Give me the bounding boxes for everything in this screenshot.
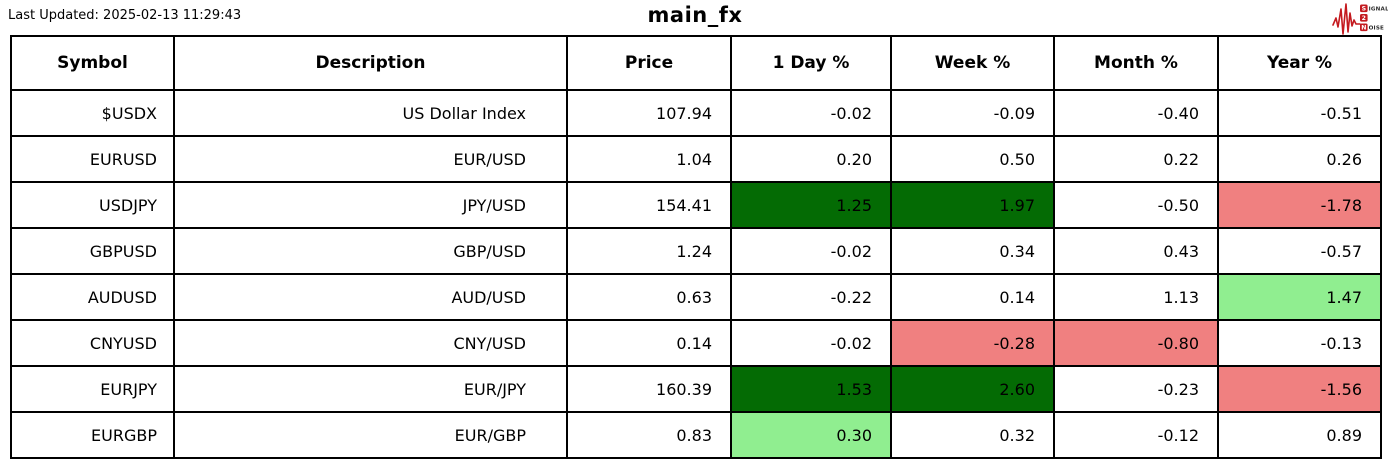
cell-1day-pct: -0.02 bbox=[730, 89, 892, 137]
cell-price: 0.14 bbox=[566, 319, 732, 367]
column-header-description: Description bbox=[173, 35, 568, 91]
cell-month-pct: 1.13 bbox=[1053, 273, 1219, 321]
column-header-1day: 1 Day % bbox=[730, 35, 892, 91]
signal2noise-logo: S IGNAL 2 N OISE bbox=[1332, 1, 1388, 38]
cell-symbol: USDJPY bbox=[10, 181, 175, 229]
cell-week-pct: -0.09 bbox=[890, 89, 1055, 137]
cell-year-pct: -0.57 bbox=[1217, 227, 1382, 275]
column-header-price: Price bbox=[566, 35, 732, 91]
logo-word-noise: N OISE bbox=[1360, 23, 1385, 32]
logo-rest-ignal: IGNAL bbox=[1369, 6, 1388, 12]
cell-symbol: CNYUSD bbox=[10, 319, 175, 367]
cell-month-pct: -0.12 bbox=[1053, 411, 1219, 459]
logo-rest-oise: OISE bbox=[1369, 25, 1385, 31]
table-row: GBPUSD GBP/USD 1.24 -0.02 0.34 0.43 -0.5… bbox=[10, 227, 1382, 275]
logo-word-signal: S IGNAL bbox=[1360, 4, 1388, 13]
cell-price: 1.24 bbox=[566, 227, 732, 275]
cell-week-pct: 0.50 bbox=[890, 135, 1055, 183]
column-header-month: Month % bbox=[1053, 35, 1219, 91]
logo-initial-s: S bbox=[1362, 6, 1366, 13]
table-row: EURJPY EUR/JPY 160.39 1.53 2.60 -0.23 -1… bbox=[10, 365, 1382, 413]
cell-1day-pct: -0.02 bbox=[730, 227, 892, 275]
column-header-week: Week % bbox=[890, 35, 1055, 91]
cell-month-pct: 0.22 bbox=[1053, 135, 1219, 183]
cell-month-pct: -0.23 bbox=[1053, 365, 1219, 413]
cell-week-pct: -0.28 bbox=[890, 319, 1055, 367]
cell-month-pct: 0.43 bbox=[1053, 227, 1219, 275]
cell-symbol: EURGBP bbox=[10, 411, 175, 459]
logo-initial-n: N bbox=[1361, 25, 1366, 32]
cell-year-pct: 0.26 bbox=[1217, 135, 1382, 183]
cell-1day-pct: 1.25 bbox=[730, 181, 892, 229]
logo-initial-2: 2 bbox=[1362, 15, 1366, 22]
cell-symbol: $USDX bbox=[10, 89, 175, 137]
cell-symbol: GBPUSD bbox=[10, 227, 175, 275]
table-row: EURGBP EUR/GBP 0.83 0.30 0.32 -0.12 0.89 bbox=[10, 411, 1382, 459]
cell-description: CNY/USD bbox=[173, 319, 568, 367]
page-title: main_fx bbox=[647, 3, 743, 27]
table-row: AUDUSD AUD/USD 0.63 -0.22 0.14 1.13 1.47 bbox=[10, 273, 1382, 321]
cell-month-pct: -0.50 bbox=[1053, 181, 1219, 229]
cell-year-pct: 0.89 bbox=[1217, 411, 1382, 459]
cell-price: 154.41 bbox=[566, 181, 732, 229]
last-updated-text: Last Updated: 2025-02-13 11:29:43 bbox=[8, 8, 242, 23]
cell-week-pct: 0.14 bbox=[890, 273, 1055, 321]
cell-description: EUR/USD bbox=[173, 135, 568, 183]
cell-description: US Dollar Index bbox=[173, 89, 568, 137]
cell-description: AUD/USD bbox=[173, 273, 568, 321]
cell-year-pct: 1.47 bbox=[1217, 273, 1382, 321]
logo-word-2: 2 bbox=[1360, 14, 1368, 22]
table-header-row: Symbol Description Price 1 Day % Week % … bbox=[10, 35, 1382, 91]
fx-table-body: $USDX US Dollar Index 107.94 -0.02 -0.09… bbox=[10, 89, 1382, 459]
table-row: EURUSD EUR/USD 1.04 0.20 0.50 0.22 0.26 bbox=[10, 135, 1382, 183]
cell-price: 160.39 bbox=[566, 365, 732, 413]
cell-1day-pct: 1.53 bbox=[730, 365, 892, 413]
cell-description: JPY/USD bbox=[173, 181, 568, 229]
cell-description: EUR/GBP bbox=[173, 411, 568, 459]
table-row: CNYUSD CNY/USD 0.14 -0.02 -0.28 -0.80 -0… bbox=[10, 319, 1382, 367]
cell-week-pct: 0.34 bbox=[890, 227, 1055, 275]
cell-1day-pct: 0.30 bbox=[730, 411, 892, 459]
cell-description: EUR/JPY bbox=[173, 365, 568, 413]
cell-week-pct: 1.97 bbox=[890, 181, 1055, 229]
cell-description: GBP/USD bbox=[173, 227, 568, 275]
table-row: USDJPY JPY/USD 154.41 1.25 1.97 -0.50 -1… bbox=[10, 181, 1382, 229]
column-header-symbol: Symbol bbox=[10, 35, 175, 91]
cell-year-pct: -1.56 bbox=[1217, 365, 1382, 413]
cell-month-pct: -0.40 bbox=[1053, 89, 1219, 137]
cell-symbol: EURUSD bbox=[10, 135, 175, 183]
cell-price: 107.94 bbox=[566, 89, 732, 137]
cell-year-pct: -0.13 bbox=[1217, 319, 1382, 367]
cell-price: 1.04 bbox=[566, 135, 732, 183]
cell-week-pct: 0.32 bbox=[890, 411, 1055, 459]
cell-price: 0.63 bbox=[566, 273, 732, 321]
table-row: $USDX US Dollar Index 107.94 -0.02 -0.09… bbox=[10, 89, 1382, 137]
cell-year-pct: -1.78 bbox=[1217, 181, 1382, 229]
cell-price: 0.83 bbox=[566, 411, 732, 459]
cell-month-pct: -0.80 bbox=[1053, 319, 1219, 367]
cell-1day-pct: -0.02 bbox=[730, 319, 892, 367]
cell-symbol: AUDUSD bbox=[10, 273, 175, 321]
cell-symbol: EURJPY bbox=[10, 365, 175, 413]
cell-1day-pct: -0.22 bbox=[730, 273, 892, 321]
cell-week-pct: 2.60 bbox=[890, 365, 1055, 413]
fx-table: Symbol Description Price 1 Day % Week % … bbox=[10, 35, 1382, 459]
column-header-year: Year % bbox=[1217, 35, 1382, 91]
cell-year-pct: -0.51 bbox=[1217, 89, 1382, 137]
waveform-icon: S IGNAL 2 N OISE bbox=[1332, 3, 1388, 35]
cell-1day-pct: 0.20 bbox=[730, 135, 892, 183]
